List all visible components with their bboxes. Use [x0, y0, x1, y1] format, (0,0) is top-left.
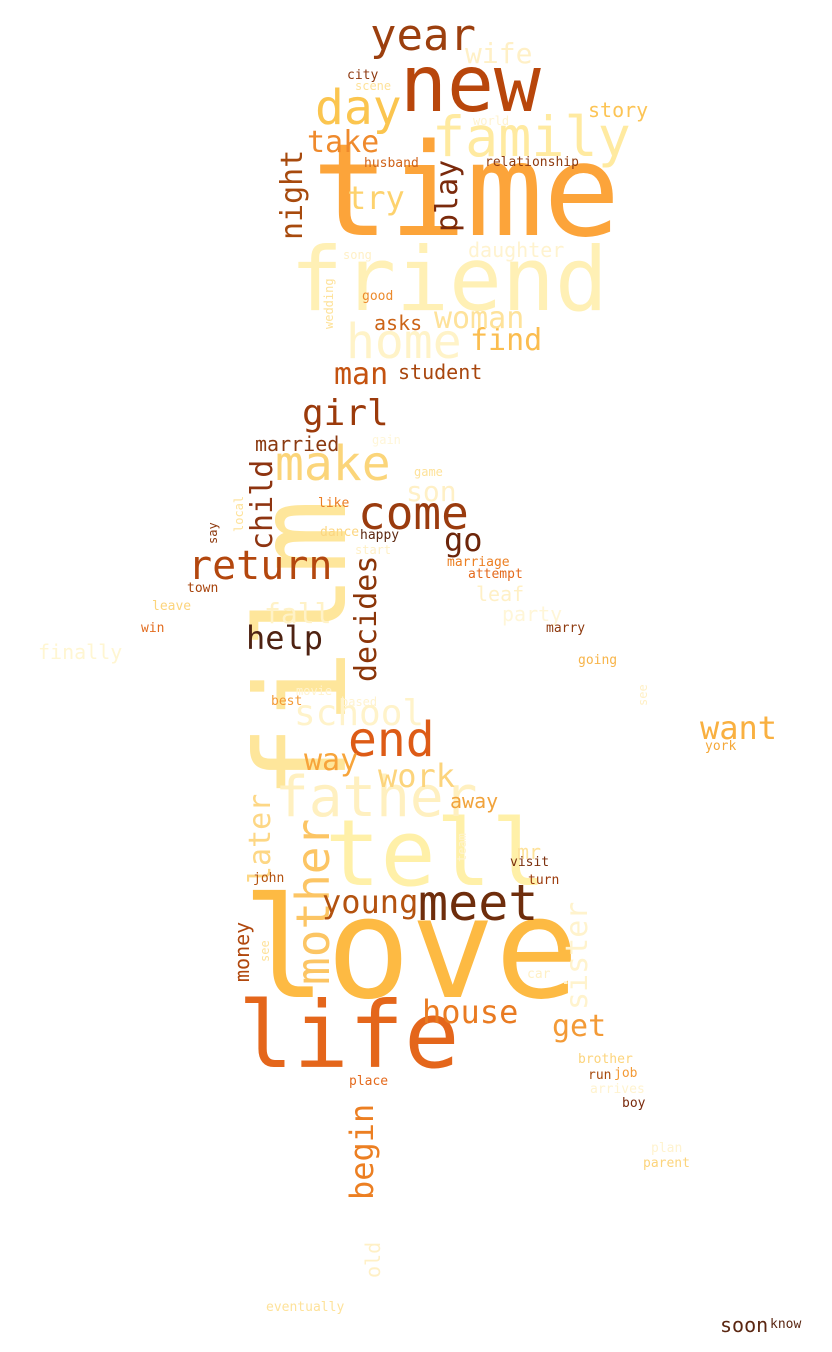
word-love: love: [242, 868, 580, 1031]
word-finally: finally: [38, 640, 123, 664]
word-return: return: [188, 543, 333, 589]
word-new: new: [400, 40, 541, 130]
word-life: life: [238, 982, 460, 1089]
word-marry: marry: [546, 621, 586, 636]
word-woman: woman: [434, 301, 525, 336]
word-play: play: [430, 159, 465, 232]
word-night: night: [275, 149, 310, 240]
word-say: say: [206, 522, 220, 544]
word-child: child: [245, 459, 280, 550]
word-happy: happy: [360, 528, 400, 543]
word-get: get: [552, 1009, 607, 1044]
word-daughter: daughter: [468, 238, 565, 262]
word-house: house: [422, 993, 519, 1031]
word-song: song: [343, 248, 372, 262]
word-away: away: [450, 789, 499, 813]
word-wedding: wedding: [322, 278, 336, 329]
word-tell: tell: [325, 800, 547, 907]
word-plan: plan: [651, 1141, 683, 1156]
word-parent: parent: [643, 1156, 690, 1171]
word-money: money: [230, 921, 254, 982]
word-based: based: [341, 695, 378, 709]
word-mr: mr: [517, 840, 542, 864]
word-make: make: [275, 436, 391, 492]
word-work: work: [378, 757, 456, 795]
word-attempt: attempt: [468, 567, 523, 582]
word-job: job: [614, 1066, 638, 1081]
word-town: town: [187, 581, 219, 596]
word-take: take: [307, 125, 380, 160]
word-want: want: [700, 709, 778, 747]
word-movie: movie: [296, 684, 333, 698]
word-school: school: [294, 693, 425, 734]
word-try: try: [347, 179, 405, 217]
word-family: family: [432, 105, 631, 169]
word-marriage: marriage: [447, 555, 510, 570]
word-run: run: [588, 1068, 612, 1083]
word-asks: asks: [374, 311, 423, 335]
word-win: win: [141, 621, 165, 636]
word-soon: soon: [720, 1313, 769, 1337]
word-arrives: arrives: [590, 1082, 645, 1097]
word-eventually: eventually: [266, 1300, 345, 1315]
word-decides: decides: [349, 555, 384, 682]
word-end: end: [348, 712, 435, 768]
word-leaf: leaf: [476, 582, 525, 606]
word-father: father: [275, 765, 478, 830]
word-married: married: [255, 432, 340, 456]
word-team: team: [455, 833, 469, 862]
word-leave: leave: [152, 599, 192, 614]
word-know: know: [770, 1317, 802, 1332]
word-way: way: [304, 743, 359, 778]
word-turn: turn: [528, 873, 560, 888]
word-find: find: [470, 323, 543, 358]
word-wife: wife: [465, 37, 533, 70]
word-help: help: [246, 619, 324, 657]
word-game: game: [414, 465, 443, 479]
word-visit: visit: [510, 855, 550, 870]
word-student: student: [398, 360, 483, 384]
word-scene: scene: [355, 79, 392, 93]
word-relationship: relationship: [485, 155, 579, 170]
word-like: like: [318, 496, 350, 511]
word-friend: friend: [290, 228, 608, 331]
word-york: york: [705, 739, 737, 754]
word-son: son: [406, 475, 457, 508]
word-place: place: [349, 1074, 389, 1089]
word-world: world: [473, 114, 510, 128]
word-brother: brother: [578, 1052, 633, 1067]
word-boy: boy: [622, 1096, 646, 1111]
word-city: city: [347, 68, 379, 83]
word-man: man: [334, 357, 389, 392]
word-best: best: [271, 694, 303, 709]
word-start: start: [355, 543, 392, 557]
word-girl: girl: [302, 393, 389, 434]
word-local: local: [232, 495, 246, 532]
word-go: go: [444, 521, 483, 559]
word-home: home: [346, 314, 462, 370]
word-fall: fall: [264, 597, 332, 630]
word-meet: meet: [418, 874, 539, 932]
word-party: party: [502, 602, 563, 626]
word-see: see: [636, 684, 650, 706]
word-see-2: see: [258, 940, 272, 962]
word-john: john: [253, 871, 285, 886]
word-time: time: [312, 117, 621, 266]
word-come: come: [358, 486, 469, 540]
word-husband: husband: [364, 156, 419, 171]
word-gain: gain: [372, 433, 401, 447]
word-car: car: [527, 967, 551, 982]
word-day: day: [315, 80, 402, 136]
word-year: year: [370, 10, 476, 61]
word-young: young: [322, 883, 419, 921]
word-begin: begin: [343, 1103, 381, 1200]
word-going: going: [578, 653, 618, 668]
word-old: old: [361, 1241, 385, 1278]
word-dance: dance: [320, 525, 360, 540]
word-good: good: [362, 289, 394, 304]
word-story: story: [588, 98, 649, 122]
word-sister: sister: [560, 901, 595, 1010]
